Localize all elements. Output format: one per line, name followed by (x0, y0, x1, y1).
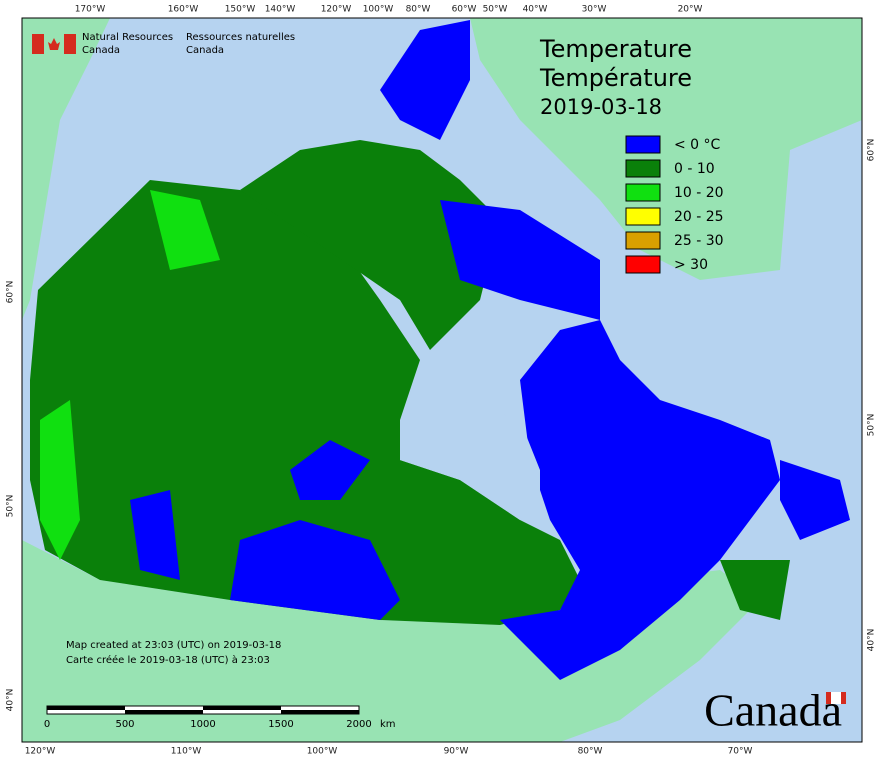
graticule-label: 60°N (6, 281, 16, 304)
legend-label: < 0 °C (674, 137, 721, 153)
graticule-label: 60°W (452, 5, 477, 15)
frame (21, 17, 863, 743)
graticule-label: 60°N (867, 139, 877, 162)
graticule-label: 120°W (321, 5, 352, 15)
legend-label: 0 - 10 (674, 161, 715, 177)
scale-label: 1500 (268, 719, 293, 730)
greenland (470, 18, 862, 280)
graticule-label: 70°W (728, 747, 753, 757)
scale-seg (47, 706, 125, 710)
org-en: Canada (82, 45, 120, 56)
legend-label: 25 - 30 (674, 233, 724, 249)
arctic-islands (240, 140, 500, 350)
graticule-label: 100°W (363, 5, 394, 15)
graticule-label: 150°W (225, 5, 256, 15)
graticule-label: 40°N (6, 689, 16, 712)
bc-coast (40, 400, 80, 560)
flag (64, 34, 76, 54)
graticule-label: 40°W (523, 5, 548, 15)
prairies-blue (230, 520, 400, 620)
flag (32, 34, 44, 54)
graticule-label: 20°W (678, 5, 703, 15)
scale-seg (125, 710, 203, 714)
graticule-label: 50°W (483, 5, 508, 15)
graticule-label: 120°W (25, 747, 56, 757)
graticule-label: 50°N (867, 414, 877, 437)
graticule-label: 170°W (75, 5, 106, 15)
baffin (440, 200, 600, 320)
scale-label: 2000 (346, 719, 371, 730)
ellesmere (380, 20, 470, 140)
legend-swatch (625, 255, 661, 274)
title: Température (539, 64, 692, 92)
scale-label: 500 (115, 719, 134, 730)
legend-label: > 30 (674, 257, 708, 273)
usa (22, 540, 760, 742)
scale-seg (203, 706, 281, 710)
yukon-green (150, 190, 220, 270)
note: Map created at 23:03 (UTC) on 2019-03-18 (66, 640, 281, 651)
wordmark-flag (831, 692, 841, 704)
note: Carte créée le 2019-03-18 (UTC) à 23:03 (66, 654, 270, 666)
graticule-label: 80°W (578, 747, 603, 757)
legend-label: 20 - 25 (674, 209, 724, 225)
north-blue (290, 440, 370, 500)
legend-swatch (625, 159, 661, 178)
org-en: Natural Resources (82, 32, 173, 43)
graticule-label: 50°N (6, 495, 16, 518)
org-fr: Ressources naturelles (186, 32, 295, 43)
graticule-label: 110°W (171, 747, 202, 757)
legend-swatch (625, 207, 661, 226)
graticule-label: 100°W (307, 747, 338, 757)
date: 2019-03-18 (540, 95, 662, 119)
quebec (500, 320, 780, 680)
maritimes (720, 560, 790, 620)
rockies-blue (130, 490, 180, 580)
org-fr: Canada (186, 45, 224, 56)
graticule-label: 160°W (168, 5, 199, 15)
hudson-bay (400, 400, 540, 520)
graticule-label: 80°W (406, 5, 431, 15)
title: Temperature (539, 35, 692, 63)
scale-bar (46, 705, 360, 715)
graticule-label: 90°W (444, 747, 469, 757)
legend-swatch (625, 183, 661, 202)
newfoundland (780, 460, 850, 540)
scale-label: 0 (44, 719, 50, 730)
graticule-label: 140°W (265, 5, 296, 15)
graticule-label: 30°W (582, 5, 607, 15)
scale-unit: km (380, 719, 396, 730)
graticule-label: 40°N (867, 629, 877, 652)
legend-swatch (625, 135, 661, 154)
flag (48, 38, 60, 50)
legend-swatch (625, 231, 661, 250)
land (22, 18, 110, 320)
wordmark: Canada (704, 685, 842, 736)
scale-seg (281, 710, 359, 714)
scale-label: 1000 (190, 719, 215, 730)
legend-label: 10 - 20 (674, 185, 724, 201)
